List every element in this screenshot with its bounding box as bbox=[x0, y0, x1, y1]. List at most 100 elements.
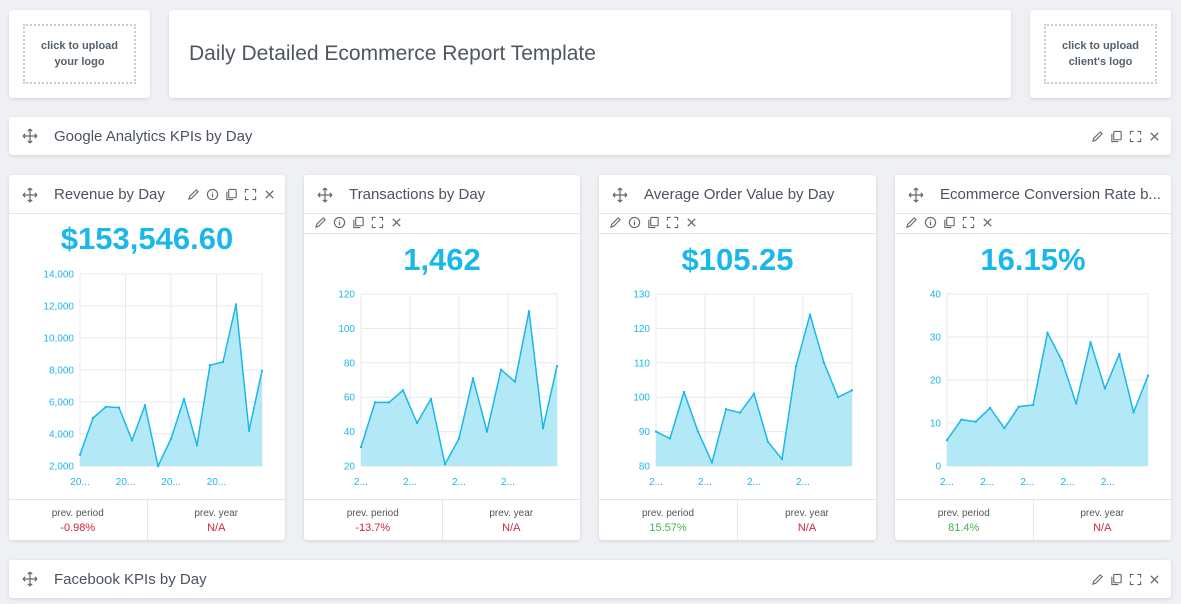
section-title: Google Analytics KPIs by Day bbox=[54, 128, 253, 145]
y-tick-label: 6,000 bbox=[49, 398, 74, 409]
copy-icon[interactable] bbox=[1109, 129, 1123, 143]
y-tick-label: 80 bbox=[639, 462, 651, 473]
logo-upload-left[interactable]: click to upload your logo bbox=[9, 10, 150, 98]
copy-icon[interactable] bbox=[1109, 572, 1123, 586]
x-tick-label: 2... bbox=[649, 477, 663, 488]
logo-upload-label[interactable]: click to upload your logo bbox=[23, 24, 136, 84]
prev-period-cell: prev. period 15.57% bbox=[599, 500, 737, 540]
series-area bbox=[656, 314, 852, 466]
copy-icon[interactable] bbox=[351, 215, 365, 229]
close-icon[interactable] bbox=[1147, 129, 1161, 143]
expand-icon[interactable] bbox=[370, 215, 384, 229]
edit-icon[interactable] bbox=[904, 215, 918, 229]
data-point bbox=[1075, 402, 1078, 405]
x-tick-label: 20... bbox=[70, 477, 89, 488]
prev-year-label: prev. year bbox=[1080, 508, 1125, 519]
expand-icon[interactable] bbox=[1128, 572, 1142, 586]
data-point bbox=[808, 313, 812, 316]
data-point bbox=[1118, 353, 1121, 356]
data-point bbox=[822, 361, 826, 364]
prev-period-cell: prev. period 81.4% bbox=[895, 500, 1033, 540]
copy-icon[interactable] bbox=[646, 215, 660, 229]
data-point bbox=[156, 464, 160, 468]
data-point bbox=[373, 401, 377, 404]
report-title[interactable]: Daily Detailed Ecommerce Report Template bbox=[189, 42, 596, 65]
data-point bbox=[457, 437, 461, 440]
widget-average-order-value: Average Order Value by Day $105.25 130 12… bbox=[599, 175, 876, 540]
y-tick-label: 100 bbox=[338, 324, 355, 335]
close-icon[interactable] bbox=[684, 215, 698, 229]
y-tick-label: 0 bbox=[935, 462, 941, 473]
section-header-facebook: Facebook KPIs by Day bbox=[9, 560, 1171, 598]
prev-period-label: prev. period bbox=[51, 508, 104, 519]
expand-icon[interactable] bbox=[961, 215, 975, 229]
expand-icon[interactable] bbox=[1128, 129, 1142, 143]
move-icon[interactable] bbox=[908, 187, 924, 203]
section-toolbar bbox=[1090, 572, 1161, 586]
conversion-rate-chart: 40 30 20 10 0 2... 2... 2... 2... 2... bbox=[930, 290, 1150, 488]
info-icon[interactable] bbox=[205, 187, 219, 201]
edit-icon[interactable] bbox=[1090, 129, 1104, 143]
info-icon[interactable] bbox=[332, 215, 346, 229]
client-logo-upload[interactable]: click to upload client's logo bbox=[1030, 10, 1171, 98]
edit-icon[interactable] bbox=[313, 215, 327, 229]
expand-icon[interactable] bbox=[243, 187, 257, 201]
data-point bbox=[945, 439, 949, 442]
widget-conversion-rate: Ecommerce Conversion Rate b... 16.15% 40… bbox=[895, 175, 1171, 540]
move-icon[interactable] bbox=[22, 187, 38, 203]
edit-icon[interactable] bbox=[186, 187, 200, 201]
data-point bbox=[682, 390, 686, 394]
close-icon[interactable] bbox=[980, 215, 994, 229]
prev-period-label: prev. period bbox=[641, 508, 695, 519]
widget-toolbar bbox=[186, 187, 276, 201]
client-logo-upload-label[interactable]: click to upload client's logo bbox=[1044, 24, 1157, 84]
x-tick-label: 2... bbox=[354, 477, 368, 488]
move-icon[interactable] bbox=[22, 128, 38, 144]
prev-period-value: -0.98% bbox=[60, 522, 96, 534]
prev-period-value: -13.7% bbox=[355, 522, 391, 534]
data-point bbox=[696, 430, 700, 433]
data-point bbox=[260, 369, 264, 372]
x-tick-label: 2... bbox=[1020, 477, 1034, 488]
data-point bbox=[182, 397, 186, 400]
data-point bbox=[471, 377, 475, 380]
data-point bbox=[555, 365, 559, 368]
data-point bbox=[724, 408, 728, 411]
y-tick-label: 120 bbox=[338, 290, 355, 301]
data-point bbox=[208, 364, 212, 367]
move-icon[interactable] bbox=[22, 571, 38, 587]
data-point bbox=[1060, 359, 1064, 362]
edit-icon[interactable] bbox=[1090, 572, 1104, 586]
data-point bbox=[960, 418, 963, 421]
close-icon[interactable] bbox=[389, 215, 403, 229]
close-icon[interactable] bbox=[262, 187, 276, 201]
x-tick-label: 20... bbox=[207, 477, 226, 488]
copy-icon[interactable] bbox=[942, 215, 956, 229]
y-tick-label: 10,000 bbox=[43, 334, 74, 345]
y-tick-label: 4,000 bbox=[49, 430, 74, 441]
prev-year-cell: prev. year N/A bbox=[146, 500, 286, 540]
info-icon[interactable] bbox=[627, 215, 641, 229]
copy-icon[interactable] bbox=[224, 187, 238, 201]
close-icon[interactable] bbox=[1147, 572, 1161, 586]
widget-revenue: Revenue by Day $153,546.60 14,000 12,000 1… bbox=[9, 175, 285, 540]
data-point bbox=[78, 453, 82, 456]
prev-period-value: 15.57% bbox=[649, 522, 687, 534]
data-point bbox=[415, 421, 419, 425]
data-point bbox=[1003, 426, 1006, 430]
edit-icon[interactable] bbox=[608, 215, 622, 229]
widget-title: Average Order Value by Day bbox=[644, 186, 835, 203]
data-point bbox=[221, 360, 225, 364]
data-point bbox=[988, 406, 992, 410]
expand-icon[interactable] bbox=[665, 215, 679, 229]
move-icon[interactable] bbox=[612, 187, 628, 203]
data-point bbox=[1089, 340, 1092, 344]
info-icon[interactable] bbox=[923, 215, 937, 229]
prev-period-label: prev. period bbox=[346, 508, 399, 519]
kpi-value: 1,462 bbox=[403, 242, 481, 277]
prev-year-cell: prev. year N/A bbox=[1032, 500, 1172, 540]
widget-toolbar bbox=[608, 215, 698, 229]
data-point bbox=[850, 389, 854, 392]
kpi-value: 16.15% bbox=[980, 242, 1086, 277]
move-icon[interactable] bbox=[317, 187, 333, 203]
